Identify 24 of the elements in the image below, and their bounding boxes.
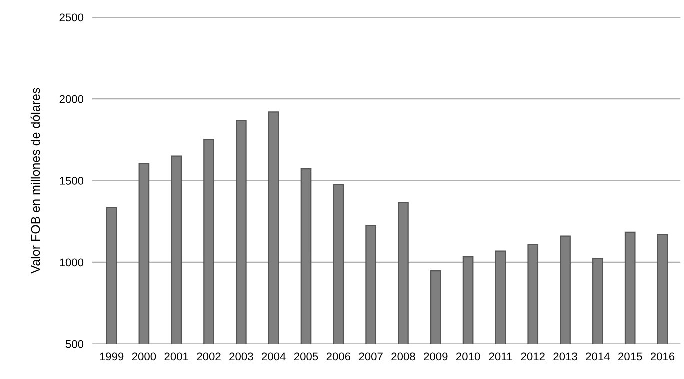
- x-tick-label: 2000: [132, 352, 156, 361]
- x-tick-label: 2010: [456, 352, 480, 361]
- y-axis-title: Valor FOB en millones de dólares: [30, 88, 40, 274]
- y-tick-label: 2500: [60, 14, 84, 22]
- x-tick-label: 1999: [100, 352, 124, 361]
- y-tick-label: 2000: [60, 95, 84, 104]
- x-tick-label: 2004: [262, 352, 286, 361]
- x-tick-label: 2015: [618, 352, 642, 361]
- x-tick-label: 2008: [392, 352, 416, 361]
- x-tick-label: 2013: [554, 352, 578, 361]
- x-tick-label: 2014: [586, 352, 610, 361]
- x-tick-label: 2001: [164, 352, 188, 361]
- x-tick-label: 2007: [359, 352, 383, 361]
- y-tick-label: 500: [66, 340, 84, 348]
- x-tick-label: 2006: [326, 352, 351, 361]
- y-tick-label: 1500: [60, 177, 84, 185]
- x-tick-label: 2012: [521, 352, 545, 361]
- x-tick-label: 2016: [650, 352, 675, 361]
- y-tick-label: 1000: [60, 258, 84, 267]
- x-tick-label: 2002: [197, 352, 221, 361]
- x-tick-label: 2005: [294, 352, 318, 361]
- x-tick-label: 2011: [489, 352, 512, 361]
- x-tick-label: 2003: [230, 352, 254, 361]
- x-tick-label: 2009: [424, 352, 448, 361]
